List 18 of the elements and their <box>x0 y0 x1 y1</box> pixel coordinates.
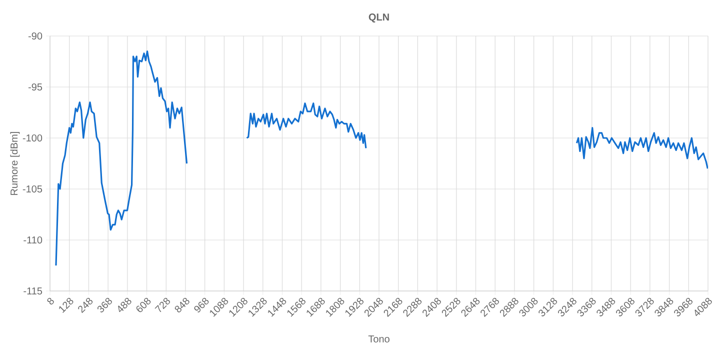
x-tick-label: 728 <box>154 298 170 312</box>
x-axis-title: Tono <box>368 335 390 342</box>
chart-title: QLN <box>368 14 389 22</box>
y-tick-label: -100 <box>22 134 42 142</box>
y-tick-label: -95 <box>28 83 42 91</box>
x-tick-label: 8 <box>47 298 54 305</box>
x-tick-label: 608 <box>136 298 151 312</box>
x-tick-label: 248 <box>78 298 93 314</box>
x-tick-label: 848 <box>174 298 190 312</box>
x-tick-label: 488 <box>118 298 132 312</box>
x-tick-label: 968 <box>194 298 209 312</box>
y-tick-label: -105 <box>22 185 42 193</box>
y-tick-label: -110 <box>24 236 42 244</box>
x-tick-label: 368 <box>97 298 112 312</box>
x-tick-label: 128 <box>59 298 74 313</box>
y-axis-title: Rumore [dBm] <box>10 132 20 195</box>
y-tick-label: -115 <box>24 287 42 294</box>
y-tick-label: -90 <box>28 32 42 40</box>
